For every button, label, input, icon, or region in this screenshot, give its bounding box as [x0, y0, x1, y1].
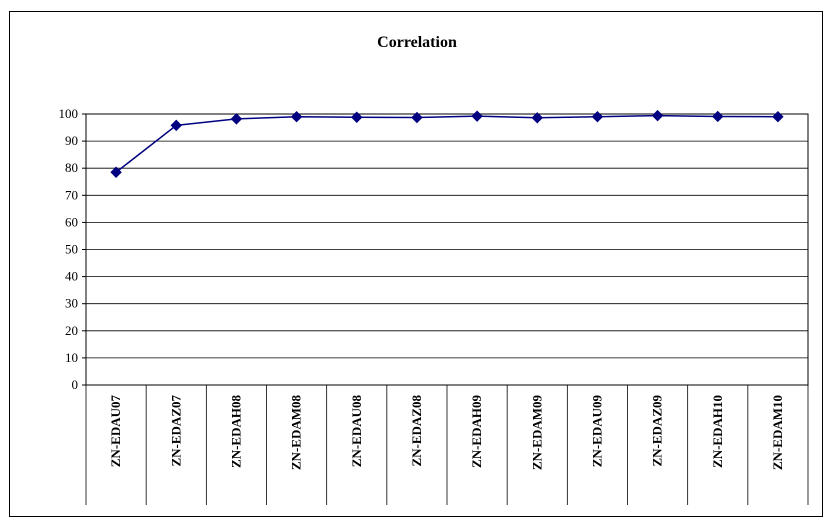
y-tick-label: 40 — [65, 269, 78, 284]
x-tick-label: ZN-EDAH08 — [228, 395, 243, 468]
y-tick-label: 60 — [65, 214, 78, 229]
x-tick-label: ZN-EDAU08 — [349, 395, 364, 468]
chart-title: Correlation — [377, 34, 457, 51]
x-tick-label: ZN-EDAZ09 — [650, 395, 665, 467]
data-point — [531, 112, 543, 124]
y-tick-label: 10 — [65, 350, 78, 365]
data-point — [290, 111, 303, 123]
data-point — [230, 113, 243, 125]
x-tick-label: ZN-EDAU09 — [589, 395, 604, 468]
x-tick-label: ZN-EDAM09 — [529, 395, 544, 471]
series-group — [110, 109, 784, 178]
data-point — [712, 110, 724, 123]
x-tick-label: ZN-EDAZ07 — [168, 395, 183, 467]
series-line — [115, 114, 778, 173]
y-tick-label: 80 — [65, 160, 78, 175]
x-tick-label: ZN-EDAM10 — [770, 395, 785, 470]
axes — [82, 113, 809, 505]
x-tick-label: ZN-EDAH10 — [710, 395, 725, 468]
x-tick-labels: ZN-EDAU07 ZN-EDAZ07 ZN-EDAH08 ZN-EDAM08 ZN-E… — [108, 395, 785, 471]
y-tick-label: 50 — [65, 242, 78, 257]
y-tick-label: 90 — [65, 133, 78, 148]
data-point — [651, 109, 664, 122]
data-point — [471, 110, 483, 122]
y-tick-label: 20 — [65, 323, 78, 338]
y-tick-label: 30 — [65, 296, 78, 311]
data-point — [110, 166, 122, 178]
x-tick-label: ZN-EDAH09 — [469, 395, 484, 468]
x-tick-label: ZN-EDAU07 — [108, 395, 123, 468]
x-tick-label: ZN-EDAM08 — [289, 395, 304, 471]
y-tick-label: 100 — [59, 106, 79, 121]
gridlines — [85, 113, 809, 386]
y-tick-labels: 0 10 20 30 40 50 60 70 80 90 100 — [59, 106, 79, 392]
data-point — [411, 111, 423, 124]
data-point — [351, 111, 363, 123]
data-point — [772, 111, 784, 123]
data-point — [170, 119, 182, 132]
y-tick-label: 70 — [65, 187, 78, 202]
x-tick-label: ZN-EDAZ08 — [409, 395, 424, 467]
y-tick-label: 0 — [72, 377, 79, 392]
data-point — [591, 111, 604, 123]
